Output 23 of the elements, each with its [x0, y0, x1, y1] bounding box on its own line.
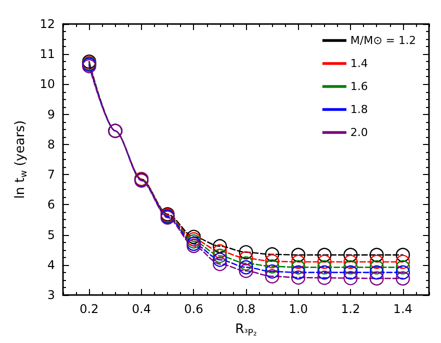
y-tick-label: 7 [47, 168, 55, 182]
y-tick-label: 5 [47, 228, 55, 242]
y-tick-label: 11 [40, 47, 55, 62]
legend-label: 1.8 [350, 103, 368, 116]
y-tick-label: 4 [47, 258, 55, 272]
legend-label: 2.0 [350, 126, 368, 139]
x-tick-label: 1.0 [288, 302, 308, 316]
y-tick-label: 6 [47, 198, 55, 212]
x-tick-label: 0.4 [132, 302, 151, 316]
y-axis-title: ln tw (years) [12, 120, 30, 199]
x-tick-label: 0.2 [80, 302, 99, 316]
y-tick-label: 3 [47, 288, 55, 302]
y-tick-label: 8 [47, 137, 55, 152]
legend-label: M/M⊙ = 1.2 [350, 34, 416, 47]
x-tick-label: 0.6 [184, 302, 204, 316]
x-tick-label: 0.8 [236, 302, 256, 316]
legend-label: 1.4 [350, 57, 368, 70]
y-tick-label: 9 [47, 107, 55, 122]
legend-label: 1.6 [350, 80, 368, 93]
x-tick-label: 1.2 [341, 302, 360, 316]
x-tick-label: 1.4 [393, 302, 412, 316]
y-tick-label: 12 [40, 17, 55, 31]
y-tick-label: 10 [40, 77, 55, 92]
